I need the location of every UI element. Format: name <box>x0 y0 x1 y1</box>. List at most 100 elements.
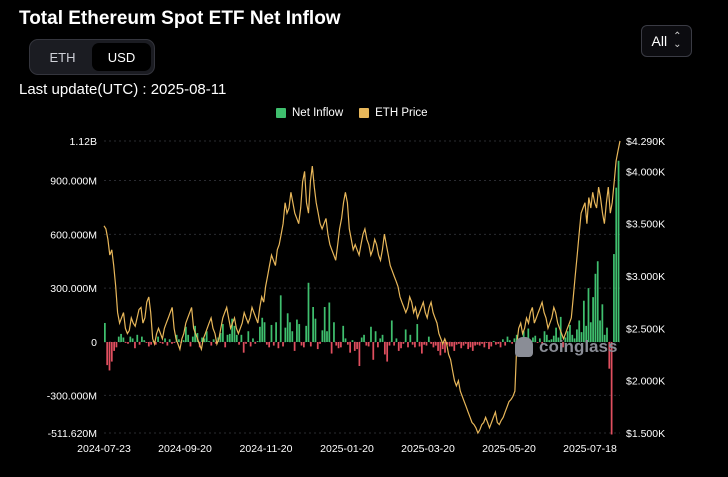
x-tick-label: 2025-05-20 <box>482 443 536 455</box>
y-left-tick-label: 600.000M <box>50 229 97 241</box>
net-inflow-bar <box>559 316 562 343</box>
net-inflow-bar <box>143 340 146 342</box>
net-inflow-bar <box>539 338 541 342</box>
legend-swatch-eth-price <box>359 108 370 118</box>
net-inflow-bar <box>370 326 372 342</box>
net-inflow-bar <box>483 342 486 348</box>
net-inflow-bar <box>506 336 509 342</box>
net-inflow-bar <box>161 342 164 344</box>
net-inflow-bar <box>458 342 460 344</box>
net-inflow-bar <box>166 342 169 346</box>
net-inflow-bar <box>599 320 601 342</box>
net-inflow-bar <box>235 334 238 342</box>
net-inflow-bar <box>106 342 109 366</box>
net-inflow-bar <box>337 342 340 349</box>
net-inflow-bar <box>488 342 490 350</box>
net-inflow-bar <box>404 329 407 342</box>
net-inflow-bar <box>145 342 148 343</box>
net-inflow-bar <box>224 342 227 348</box>
net-inflow-bar <box>474 342 476 346</box>
net-inflow-bar <box>189 342 192 347</box>
net-inflow-bar <box>501 339 504 342</box>
net-inflow-bar <box>610 342 613 435</box>
net-inflow-bar <box>268 342 271 348</box>
net-inflow-bar <box>455 342 458 345</box>
net-inflow-bar <box>182 340 185 342</box>
net-inflow-bar <box>245 342 247 344</box>
currency-toggle: ETH USD <box>29 39 155 75</box>
net-inflow-bar <box>323 307 326 342</box>
net-inflow-bar <box>363 334 365 342</box>
net-inflow-bar <box>312 307 314 342</box>
net-inflow-bar <box>497 342 500 344</box>
net-inflow-bar <box>492 341 495 342</box>
net-inflow-bar <box>432 342 435 348</box>
net-inflow-bar <box>333 322 335 342</box>
net-inflow-bar <box>340 342 342 348</box>
net-inflow-bar <box>233 325 236 342</box>
net-inflow-bar <box>418 342 421 347</box>
legend-item-net-inflow[interactable]: Net Inflow <box>276 107 343 119</box>
net-inflow-bar <box>261 317 264 342</box>
currency-option-eth[interactable]: ETH <box>49 49 76 65</box>
y-left-tick-label: 900.000M <box>50 175 97 187</box>
legend-item-eth-price[interactable]: ETH Price <box>359 107 428 119</box>
net-inflow-bar <box>606 327 608 342</box>
net-inflow-bar <box>416 324 419 342</box>
net-inflow-bar <box>594 273 597 342</box>
net-inflow-bar <box>601 304 604 342</box>
net-inflow-bar <box>603 334 606 342</box>
net-inflow-bar <box>238 342 240 345</box>
net-inflow-bar <box>358 342 361 367</box>
net-inflow-bar <box>356 342 358 350</box>
net-inflow-bar <box>330 342 333 354</box>
net-inflow-bar <box>316 342 319 350</box>
time-range-value: All <box>651 33 668 49</box>
net-inflow-bar <box>309 342 312 347</box>
net-inflow-bar <box>277 342 280 349</box>
net-inflow-bar <box>254 342 257 344</box>
net-inflow-bar <box>617 160 620 342</box>
net-inflow-bar <box>566 331 569 342</box>
net-inflow-bar <box>576 329 578 342</box>
net-inflow-bar <box>367 342 370 347</box>
time-range-select[interactable]: All ⌃ ⌄ <box>641 25 692 57</box>
net-inflow-bar <box>272 342 275 346</box>
coinglass-watermark: coinglass <box>515 337 617 357</box>
net-inflow-bar <box>122 337 125 342</box>
net-inflow-bar <box>203 338 206 342</box>
net-inflow-bar <box>437 342 439 351</box>
net-inflow-bar <box>326 331 328 342</box>
x-tick-label: 2025-07-18 <box>563 443 617 455</box>
net-inflow-bar <box>513 338 516 342</box>
net-inflow-bar <box>383 342 386 355</box>
currency-option-usd[interactable]: USD <box>92 43 151 71</box>
net-inflow-bar <box>208 341 210 342</box>
net-inflow-bar <box>201 337 203 342</box>
net-inflow-bar <box>390 320 393 342</box>
y-left-tick-label: 0 <box>91 337 97 349</box>
net-inflow-bar <box>425 342 428 346</box>
net-inflow-bar <box>569 324 571 342</box>
y-left-tick-label: -511.620M <box>48 428 97 440</box>
net-inflow-bar <box>353 342 356 351</box>
net-inflow-bar <box>522 331 525 342</box>
x-tick-label: 2025-01-20 <box>320 443 374 455</box>
net-inflow-bar <box>328 302 331 342</box>
net-inflow-bar <box>117 336 120 342</box>
net-inflow-bar <box>346 342 349 345</box>
net-inflow-bar <box>210 342 213 346</box>
net-inflow-bar <box>478 342 481 346</box>
net-inflow-bar <box>397 342 400 351</box>
net-inflow-bar <box>613 254 615 342</box>
net-inflow-bar <box>615 187 618 342</box>
net-inflow-bar <box>444 342 446 353</box>
y-right-tick-label: $2.000K <box>626 376 665 388</box>
net-inflow-bar <box>573 338 576 342</box>
net-inflow-bar <box>377 342 379 348</box>
net-inflow-bar <box>451 342 453 347</box>
net-inflow-bar <box>115 342 118 348</box>
net-inflow-bar <box>441 342 444 350</box>
net-inflow-bar <box>564 337 567 342</box>
